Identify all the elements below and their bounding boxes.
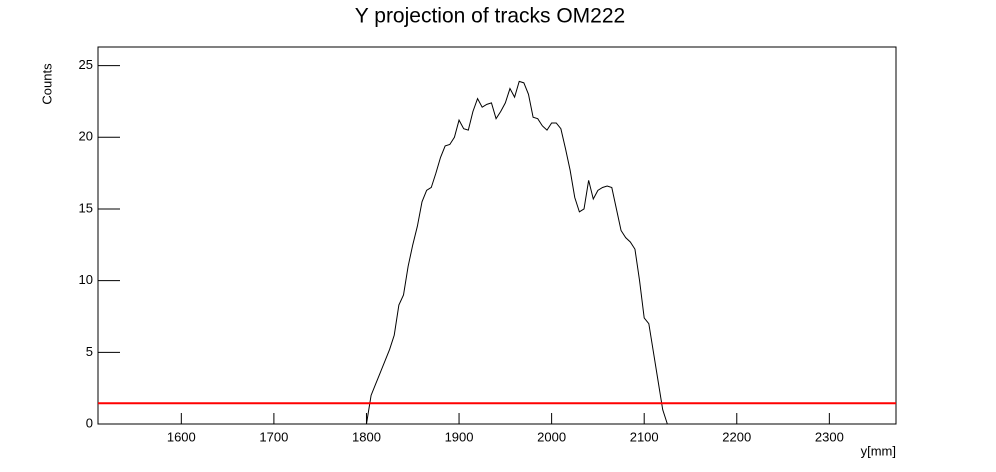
x-tick-label: 2300	[815, 429, 844, 444]
data-line	[365, 80, 668, 425]
x-tick-label: 1600	[167, 429, 196, 444]
x-axis-label: y[mm]	[861, 443, 896, 458]
y-tick-label: 25	[79, 57, 93, 72]
chart-title: Y projection of tracks OM222	[355, 5, 625, 28]
x-tick-label: 2200	[722, 429, 751, 444]
x-tick-label: 2100	[630, 429, 659, 444]
x-tick-label: 1700	[259, 429, 288, 444]
y-axis-label: Counts	[39, 63, 54, 105]
y-tick-label: 5	[86, 344, 93, 359]
x-tick-label: 1900	[445, 429, 474, 444]
y-tick-label: 0	[86, 415, 93, 430]
plot-frame	[97, 46, 897, 425]
x-tick-label: 1800	[352, 429, 381, 444]
x-tick-label: 2000	[537, 429, 566, 444]
y-tick-label: 15	[79, 200, 93, 215]
y-tick-label: 20	[79, 129, 93, 144]
y-tick-label: 10	[79, 272, 93, 287]
